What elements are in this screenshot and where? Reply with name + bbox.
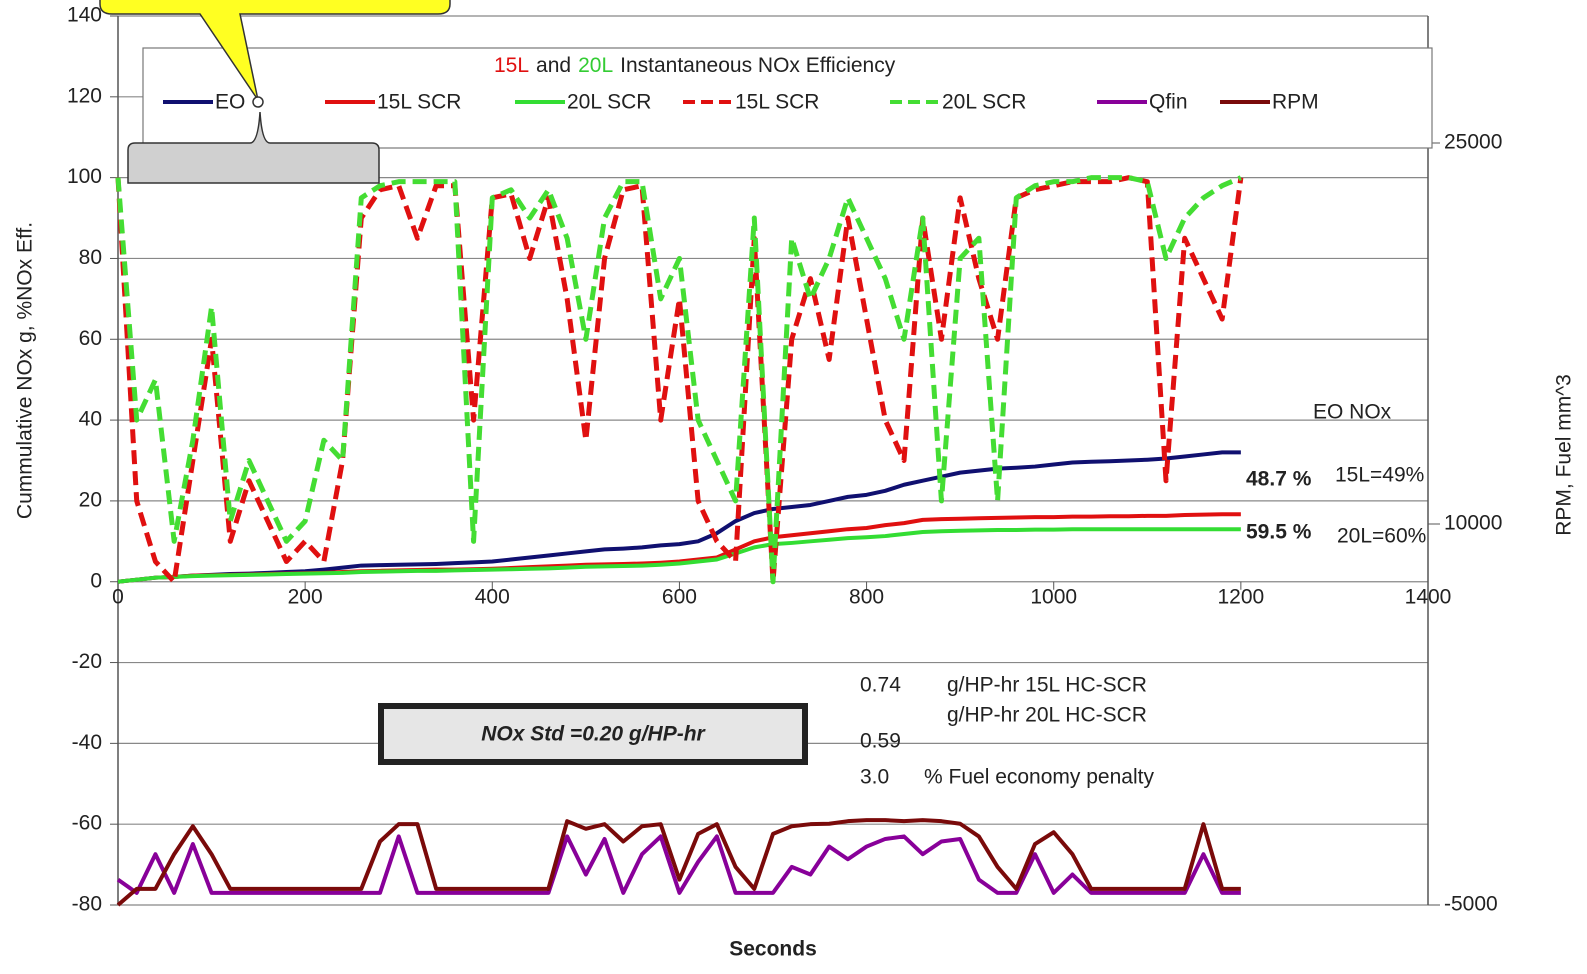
legend-label: 20L SCR <box>942 91 1026 114</box>
y-tick-label: -80 <box>72 893 102 916</box>
y-axis-label: Cummulative NOx g, %NOx Eff. <box>14 222 37 519</box>
series-line <box>117 450 1241 584</box>
annotation: 15L=49% <box>1335 464 1424 487</box>
annotation: 0.59 <box>860 730 901 753</box>
annotation: g/HP-hr 15L HC-SCR <box>947 674 1147 697</box>
y-tick-label: 0 <box>90 569 102 592</box>
x-tick-label: 400 <box>475 585 510 608</box>
series-line <box>117 527 1241 584</box>
annotation: 20L=60% <box>1337 525 1426 548</box>
legend-label: 20L SCR <box>567 91 651 114</box>
callout <box>99 0 451 101</box>
y2-tick-label: 25000 <box>1444 131 1502 154</box>
y-tick-label: 100 <box>67 165 102 188</box>
annotation: 0.74 <box>860 674 901 697</box>
legend-title: 15L and 20L Instantaneous NOx Efficiency <box>494 54 896 77</box>
y2-axis-label: RPM, Fuel mm^3 <box>1553 374 1576 536</box>
title-part: and <box>536 54 571 77</box>
annotation: 3.0 <box>860 766 889 789</box>
bracket <box>127 111 380 184</box>
annotation: EO NOx <box>1313 401 1392 424</box>
callout-dot <box>252 96 264 108</box>
x-tick-label: 1000 <box>1030 585 1077 608</box>
y2-tick-label: 10000 <box>1444 512 1502 535</box>
x-tick-label: 0 <box>112 585 124 608</box>
annotation: 59.5 % <box>1246 521 1312 544</box>
annotation: 48.7 % <box>1246 468 1312 491</box>
legend-label: 15L SCR <box>377 91 461 114</box>
y-tick-label: -40 <box>72 731 102 754</box>
note-text: NOx Std =0.20 g/HP-hr <box>481 723 706 746</box>
y-tick-label: 120 <box>67 84 102 107</box>
y-tick-label: 140 <box>67 4 102 27</box>
legend-box <box>142 47 1433 149</box>
y-tick-label: 20 <box>79 488 102 511</box>
x-tick-label: 800 <box>849 585 884 608</box>
y-tick-label: -20 <box>72 650 102 673</box>
annotation: % Fuel economy penalty <box>924 766 1154 789</box>
series-line <box>116 818 1241 907</box>
title-part: 20L <box>578 54 613 77</box>
title-part: 15L <box>494 54 529 77</box>
y-tick-label: 60 <box>79 327 102 350</box>
series-line <box>116 834 1241 895</box>
note-box <box>384 709 802 759</box>
x-tick-label: 1200 <box>1217 585 1264 608</box>
legend-label: 15L SCR <box>735 91 819 114</box>
legend-label: RPM <box>1272 91 1319 114</box>
series-line <box>115 175 1244 585</box>
y-tick-label: 80 <box>79 246 102 269</box>
annotation: g/HP-hr 20L HC-SCR <box>947 704 1147 727</box>
x-tick-label: 200 <box>288 585 323 608</box>
legend-label: Qfin <box>1149 91 1188 114</box>
series-line <box>115 175 1242 585</box>
y2-tick-label: -5000 <box>1444 893 1498 916</box>
x-axis-label: Seconds <box>729 938 817 961</box>
title-part: Instantaneous NOx Efficiency <box>620 54 896 77</box>
legend-label: EO <box>215 91 245 114</box>
y-tick-label: -60 <box>72 812 102 835</box>
y-tick-label: 40 <box>79 408 102 431</box>
x-tick-label: 600 <box>662 585 697 608</box>
x-tick-label: 1400 <box>1405 585 1452 608</box>
